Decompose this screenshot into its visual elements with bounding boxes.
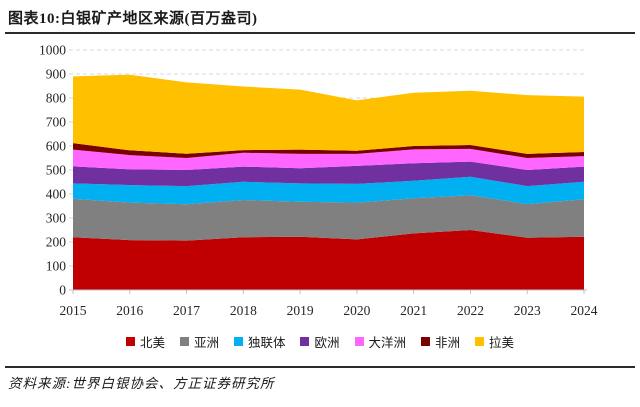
area-series-欧洲 [73,161,584,187]
legend-swatch [421,337,431,346]
stacked-area-chart: 0 100 200 300 400 500 600 700 800 900 1000 2015 2016… [39,43,598,319]
x-axis-label: 2021 [400,303,427,318]
legend-label: 大洋洲 [368,336,407,350]
x-axis-label: 2016 [116,303,143,318]
legend-label: 亚洲 [193,336,219,350]
legend-item-亚洲: 亚洲 [179,332,219,351]
x-axis-label: 2024 [571,303,598,318]
legend-swatch [354,337,364,346]
legend-label: 拉美 [489,336,515,350]
y-axis-label: 600 [46,139,67,154]
y-axis-label: 700 [46,115,67,130]
y-axis-label: 800 [46,91,67,106]
y-axis-label: 900 [46,67,67,82]
title-underline [5,32,635,34]
legend-label: 欧洲 [314,336,340,350]
legend-swatch [475,337,485,346]
legend-swatch [233,337,243,346]
y-axis-label: 400 [46,187,67,202]
legend-label: 独联体 [247,336,286,350]
x-axis-label: 2022 [457,303,484,318]
legend-item-独联体: 独联体 [233,332,286,351]
y-axis-label: 0 [59,283,66,298]
legend-item-欧洲: 欧洲 [300,332,340,351]
chart-legend: 北美 亚洲 独联体 欧洲 大洋洲 非洲 拉美 [0,332,640,351]
legend-item-非洲: 非洲 [421,332,460,351]
area-series-独联体 [73,176,584,205]
y-axis-label: 500 [46,163,67,178]
legend-label: 非洲 [435,336,461,350]
y-axis-label: 100 [46,259,67,274]
y-axis-label: 200 [46,235,67,250]
x-axis-label: 2017 [173,303,200,318]
legend-swatch [179,337,189,346]
x-axis-label: 2023 [514,303,541,318]
y-axis-label: 1000 [39,43,66,58]
area-series-亚洲 [73,195,584,241]
x-axis-label: 2015 [60,303,87,318]
legend-label: 北美 [139,336,165,350]
x-axis-label: 2020 [343,303,370,318]
page-title: 图表10:白银矿产地区来源(百万盎司) [8,11,258,27]
y-axis-label: 300 [46,211,67,226]
area-series-拉美 [73,74,584,154]
x-axis-label: 2019 [287,303,314,318]
area-series-大洋洲 [73,148,584,170]
area-series-北美 [73,230,584,290]
source-note: 资料来源:世界白银协会、方正证券研究所 [8,376,275,391]
area-series-非洲 [73,143,584,158]
legend-swatch [125,337,135,346]
footer-divider [5,366,635,368]
legend-item-大洋洲: 大洋洲 [354,332,407,351]
legend-item-拉美: 拉美 [475,332,514,351]
x-axis-label: 2018 [230,303,257,318]
legend-swatch [300,337,310,346]
legend-item-北美: 北美 [125,332,165,351]
